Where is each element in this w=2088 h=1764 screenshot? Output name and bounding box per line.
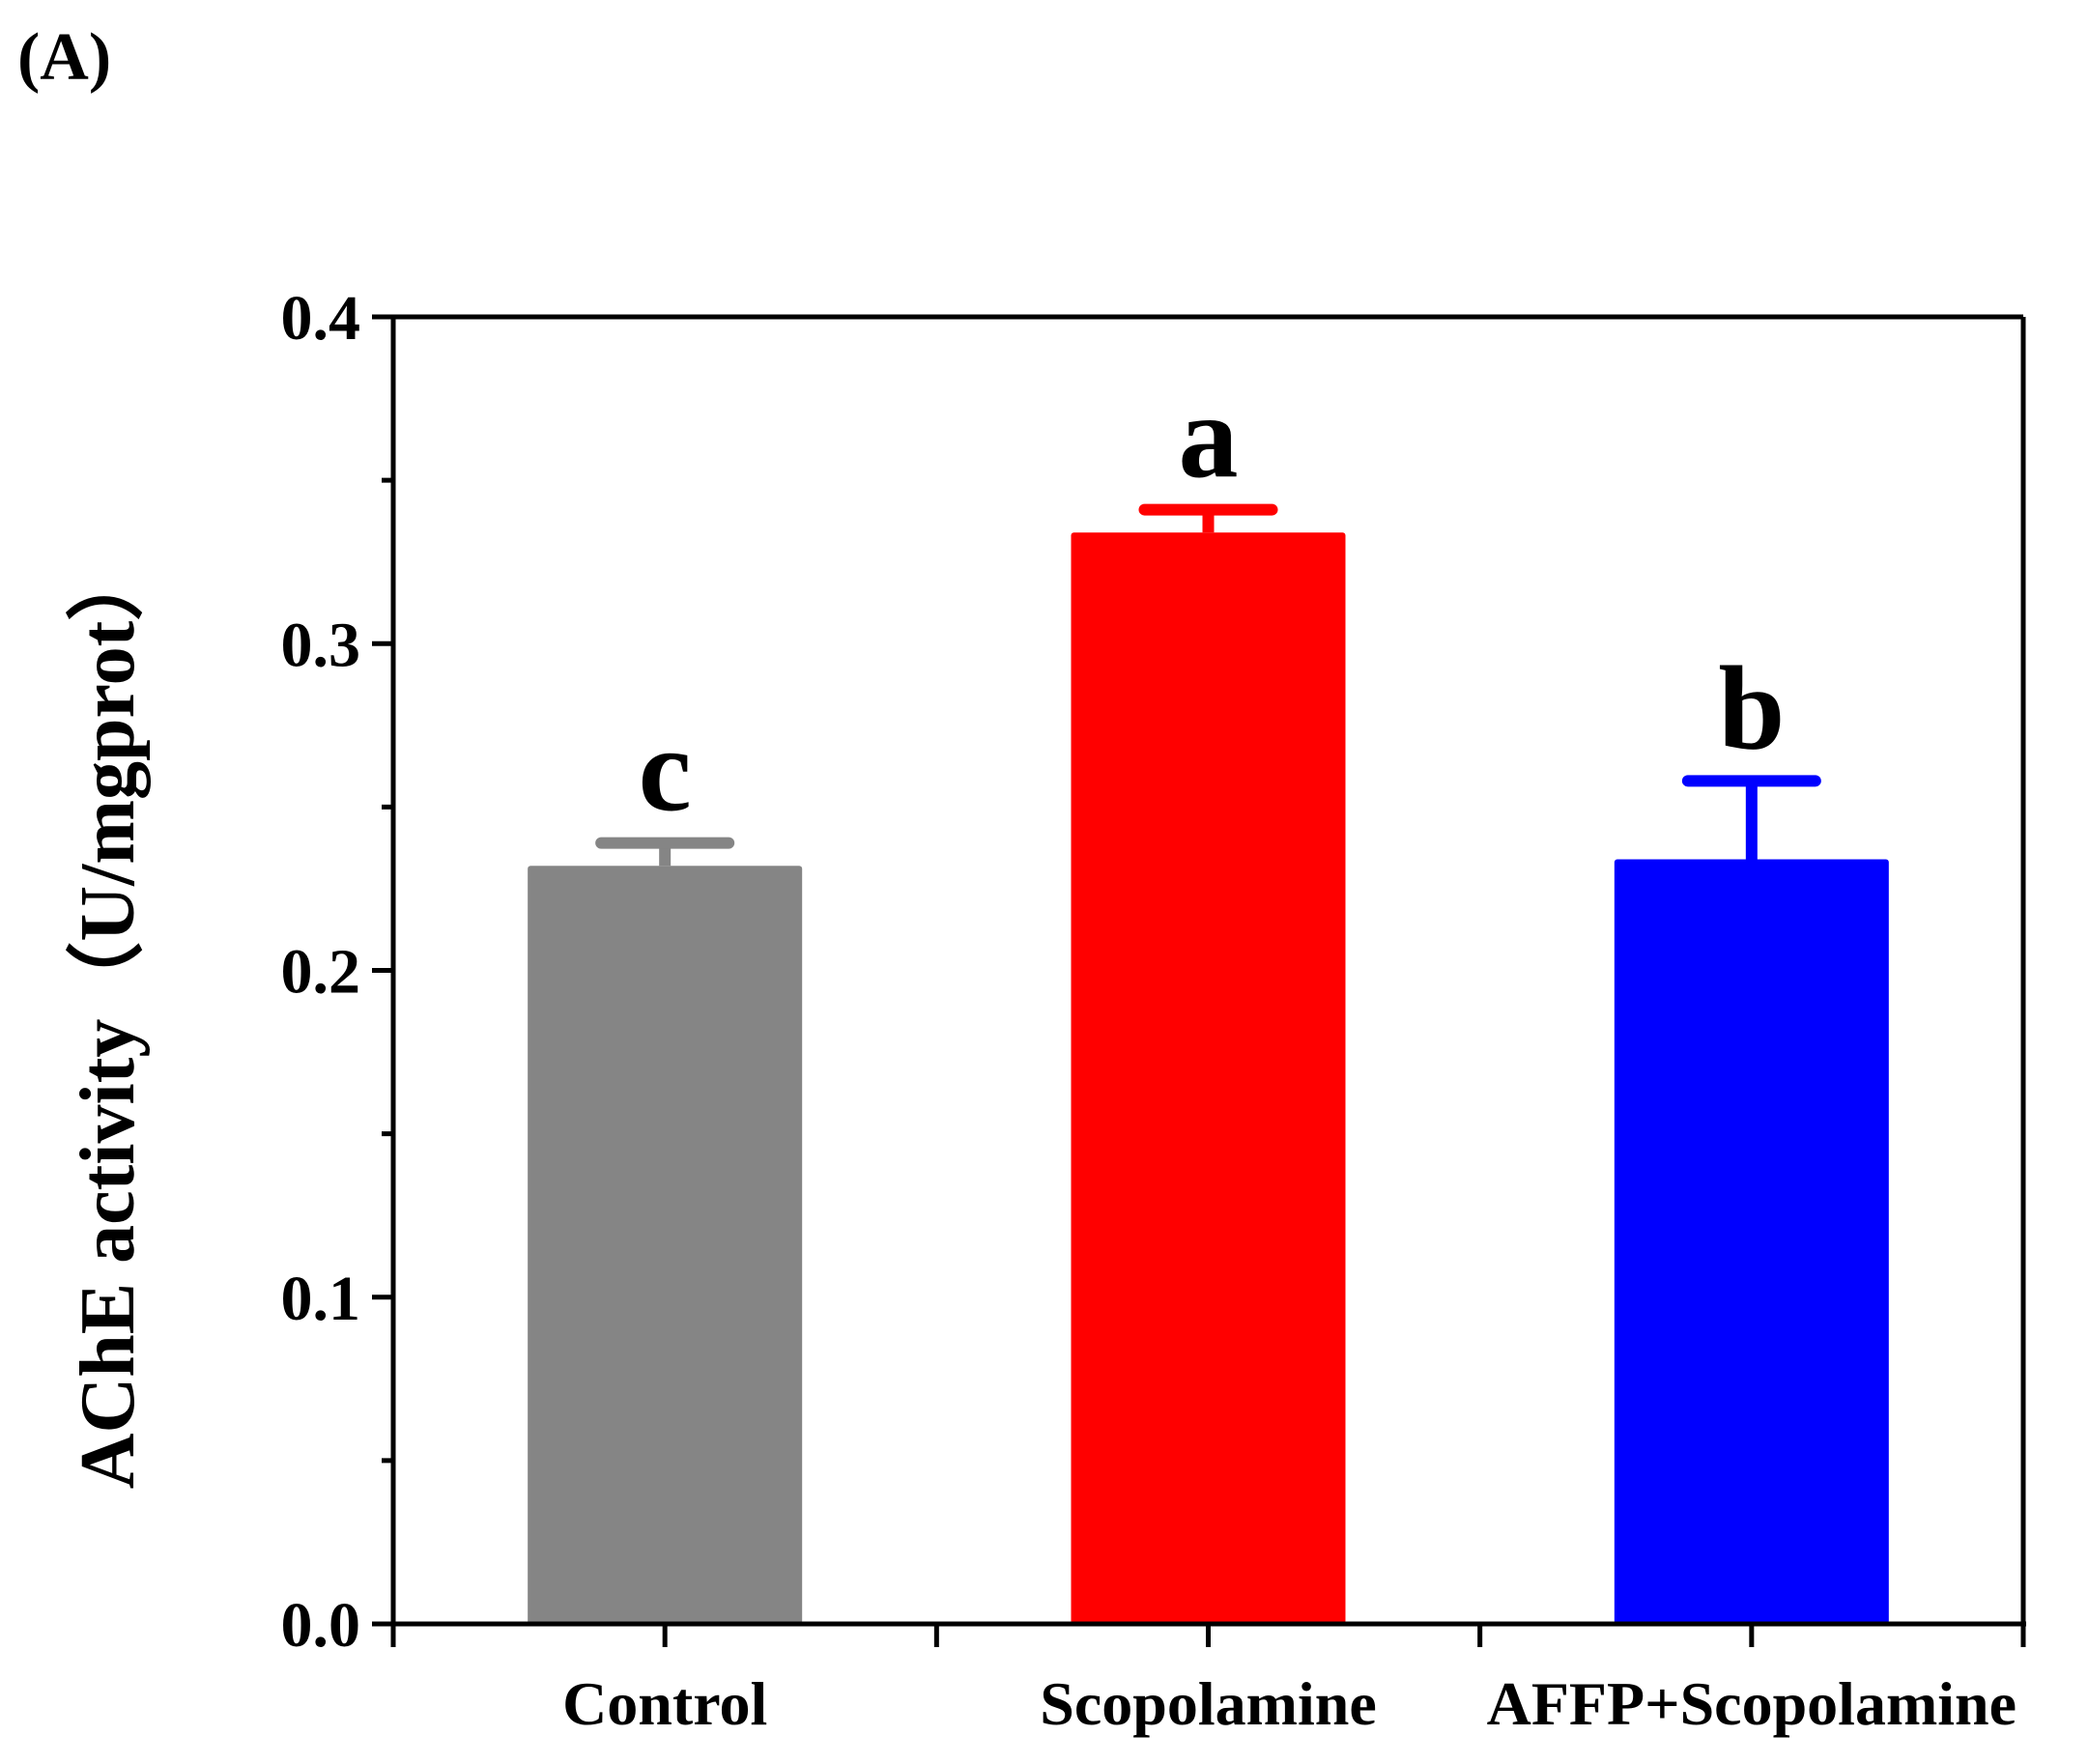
y-tick-label: 0.4	[281, 283, 361, 354]
significance-letter-control: c	[639, 704, 692, 837]
bars-layer	[528, 503, 1889, 1624]
axes-layer	[372, 314, 2026, 1647]
significance-letter-scopolamine: a	[1179, 371, 1239, 503]
y-tick-label: 0.0	[281, 1590, 361, 1661]
panel-label: (A)	[17, 20, 111, 95]
y-tick-label: 0.2	[281, 937, 361, 1008]
x-tick-label-control: Control	[562, 1669, 767, 1738]
y-axis-label: AChE activity（U/mgprot）	[66, 544, 151, 1489]
y-tick-label: 0.1	[281, 1264, 361, 1334]
y-tick-label: 0.3	[281, 610, 361, 680]
x-tick-label-scopolamine: Scopolamine	[1040, 1669, 1376, 1738]
bar-affp-scopolamine	[1614, 859, 1889, 1624]
bar-control	[528, 866, 803, 1624]
bar-scopolamine	[1071, 532, 1346, 1624]
significance-letter-affp-scopolamine: b	[1718, 641, 1785, 774]
x-tick-label-affp-scopolamine: AFFP+Scopolamine	[1487, 1669, 2016, 1738]
labels-layer: c Control a Scopolamine b AFFP+Scopolamine 0.0…	[281, 283, 2017, 1738]
